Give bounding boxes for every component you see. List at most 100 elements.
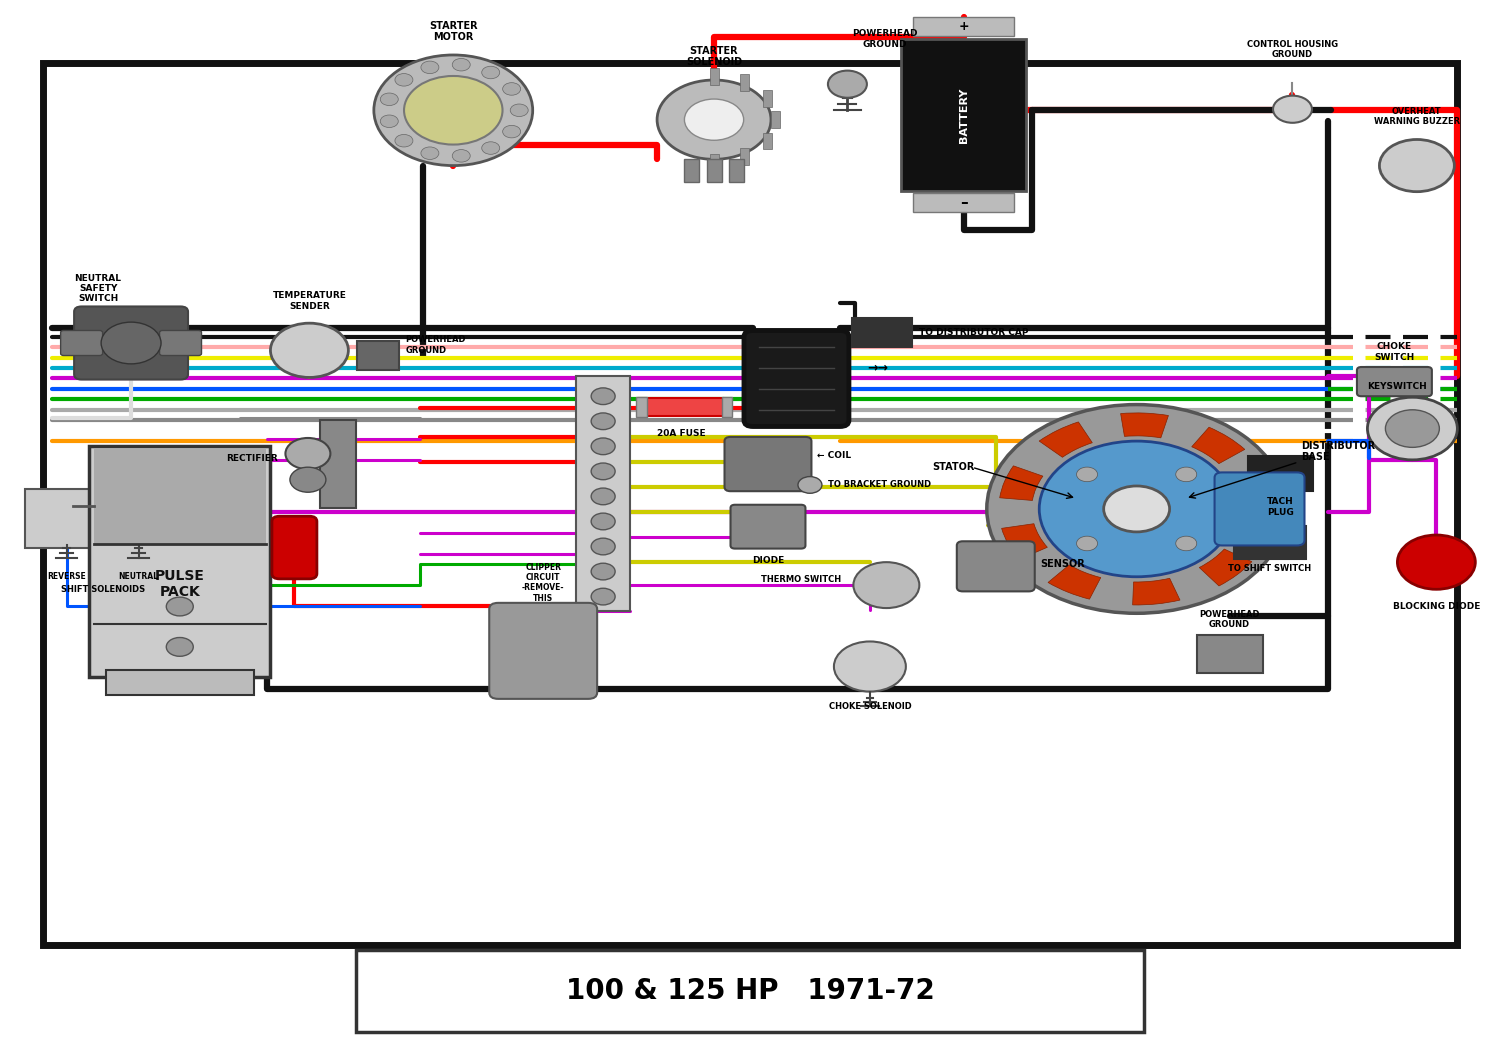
FancyBboxPatch shape [357,341,399,370]
Circle shape [285,438,330,469]
FancyBboxPatch shape [24,489,108,548]
FancyBboxPatch shape [105,670,254,695]
Wedge shape [1132,578,1180,605]
Circle shape [591,413,615,429]
Text: ← COIL: ← COIL [818,451,852,460]
Wedge shape [1120,413,1168,438]
Text: CHOKE SOLENOID: CHOKE SOLENOID [828,702,912,711]
Circle shape [828,71,867,98]
FancyBboxPatch shape [1248,456,1314,491]
FancyBboxPatch shape [96,489,180,548]
Text: POWERHEAD
GROUND: POWERHEAD GROUND [1200,609,1260,629]
Circle shape [503,83,520,95]
Circle shape [591,388,615,404]
Bar [764,133,772,149]
FancyBboxPatch shape [744,330,849,426]
Text: STARTER
MOTOR: STARTER MOTOR [429,21,477,43]
Text: SHIFT SOLENOIDS: SHIFT SOLENOIDS [60,585,144,595]
Circle shape [1077,467,1098,482]
FancyBboxPatch shape [902,40,1026,190]
Text: PULSE
PACK: PULSE PACK [154,568,204,599]
Text: DISTRIBUTOR
BASE: DISTRIBUTOR BASE [1302,441,1376,462]
Circle shape [591,513,615,530]
Circle shape [1274,96,1312,123]
Circle shape [1176,467,1197,482]
Text: →→: →→ [867,362,888,374]
Circle shape [452,59,470,71]
FancyBboxPatch shape [489,603,597,699]
Text: 100 & 125 HP   1971-72: 100 & 125 HP 1971-72 [566,977,934,1005]
Text: TO DISTRIBUTOR CAP: TO DISTRIBUTOR CAP [920,328,1029,338]
FancyBboxPatch shape [320,420,356,508]
Circle shape [591,563,615,580]
Circle shape [591,463,615,480]
Text: NEUTRAL: NEUTRAL [118,572,159,581]
Text: –: – [960,194,968,210]
FancyBboxPatch shape [914,18,1014,37]
FancyBboxPatch shape [1215,472,1305,545]
Circle shape [394,73,412,86]
Text: THERMO SWITCH: THERMO SWITCH [762,576,842,584]
Wedge shape [1048,565,1101,599]
Bar [639,398,723,416]
Text: RECTIFIER: RECTIFIER [226,455,278,463]
FancyBboxPatch shape [730,505,806,549]
Circle shape [290,467,326,492]
Circle shape [422,147,440,160]
Circle shape [987,404,1287,613]
FancyBboxPatch shape [957,541,1035,591]
Circle shape [591,488,615,505]
Circle shape [657,80,771,159]
Text: POWERHEAD
GROUND: POWERHEAD GROUND [405,335,466,355]
Bar [710,69,718,86]
Circle shape [482,66,500,78]
Circle shape [1077,536,1098,551]
Text: BLOCKING DIODE: BLOCKING DIODE [1392,602,1480,611]
FancyBboxPatch shape [914,192,1014,211]
Text: TEMPERATURE
SENDER: TEMPERATURE SENDER [273,292,346,310]
Circle shape [1176,536,1197,551]
Wedge shape [1191,427,1245,464]
Circle shape [422,61,440,73]
Bar [42,64,1458,945]
Circle shape [1040,441,1234,577]
Circle shape [374,55,532,165]
Bar [729,159,744,182]
Wedge shape [999,466,1042,501]
Text: KEYSWITCH: KEYSWITCH [1368,382,1428,391]
Circle shape [591,538,615,555]
Bar [741,74,750,91]
Bar [764,90,772,107]
Text: BATTERY: BATTERY [958,88,969,143]
Text: POWERHEAD
GROUND: POWERHEAD GROUND [852,29,918,49]
Text: CONTROL HOUSING
GROUND: CONTROL HOUSING GROUND [1246,40,1338,60]
FancyBboxPatch shape [356,950,1144,1031]
Circle shape [798,477,822,493]
Circle shape [100,322,160,364]
Bar [710,155,718,170]
Circle shape [503,125,520,138]
Text: REVERSE: REVERSE [48,572,86,581]
Text: TO SHIFT SWITCH: TO SHIFT SWITCH [1228,564,1311,574]
Circle shape [270,323,348,377]
Bar [722,397,732,417]
Text: TACH
PLUG: TACH PLUG [1268,497,1294,517]
Wedge shape [1040,422,1092,458]
Text: NEUTRAL
SAFETY
SWITCH: NEUTRAL SAFETY SWITCH [75,274,122,303]
Circle shape [1380,139,1455,191]
Wedge shape [1200,549,1252,586]
Circle shape [591,588,615,605]
Text: OVERHEAT
WARNING BUZZER: OVERHEAT WARNING BUZZER [1374,107,1460,126]
Circle shape [404,76,502,144]
Wedge shape [1002,524,1047,559]
Text: STATOR: STATOR [933,462,975,472]
Bar [684,159,699,182]
FancyBboxPatch shape [88,446,270,677]
Circle shape [394,135,412,147]
Bar [636,397,646,417]
FancyBboxPatch shape [1358,367,1432,396]
Circle shape [452,149,470,162]
Text: TO BRACKET GROUND: TO BRACKET GROUND [828,481,932,489]
Bar [93,449,266,543]
Text: 20A FUSE: 20A FUSE [657,428,705,438]
